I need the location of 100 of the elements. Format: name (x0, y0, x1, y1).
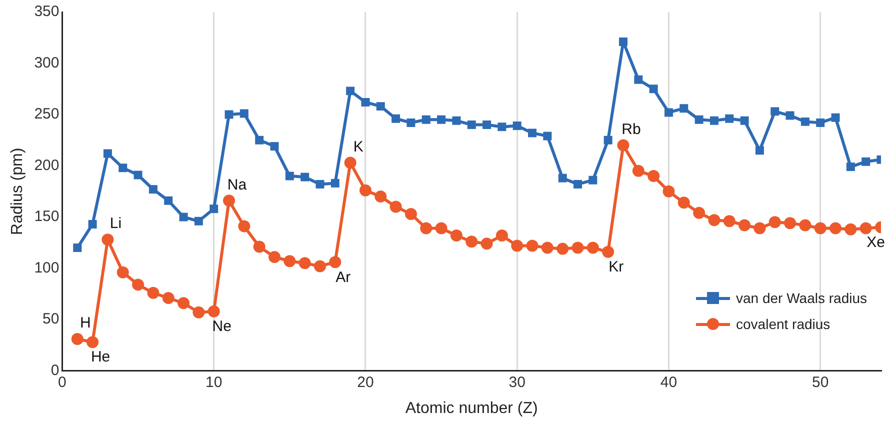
point (452, 116, 461, 125)
x-tick-label: 20 (357, 374, 374, 391)
annotation: H (80, 314, 91, 332)
point (223, 194, 236, 207)
point (224, 110, 234, 119)
point (556, 242, 569, 255)
point (648, 170, 660, 182)
y-tick-label: 200 (34, 156, 60, 174)
point (118, 164, 128, 172)
point (404, 208, 417, 220)
point (392, 114, 400, 123)
point (541, 242, 554, 254)
annotation: He (90, 348, 110, 366)
annotation: Rb (622, 120, 641, 138)
point (314, 260, 326, 272)
point (361, 98, 370, 106)
annotation: Na (227, 176, 248, 194)
point (466, 236, 478, 248)
point (316, 180, 324, 188)
point (480, 238, 493, 250)
point (710, 116, 718, 125)
point (285, 172, 294, 180)
point (359, 184, 372, 196)
point (816, 118, 825, 127)
x-tick-label: 10 (206, 374, 222, 391)
y-tick-label: 0 (50, 362, 60, 379)
point (210, 204, 218, 214)
point (208, 305, 220, 318)
point (88, 220, 97, 228)
point (693, 206, 706, 219)
point (830, 222, 842, 234)
point (102, 234, 114, 246)
point (680, 104, 688, 113)
point (376, 102, 385, 111)
point (786, 111, 794, 120)
point (738, 219, 751, 232)
point (511, 240, 524, 252)
point (238, 220, 250, 232)
annotation: Li (110, 215, 122, 232)
point (148, 185, 158, 194)
point (255, 136, 264, 144)
point (831, 113, 840, 122)
point (844, 223, 857, 236)
point (678, 196, 690, 209)
point (192, 306, 205, 318)
point (768, 216, 781, 228)
point (498, 122, 506, 132)
point (755, 146, 764, 155)
point (240, 109, 248, 118)
point (298, 257, 311, 270)
point (694, 115, 704, 124)
point (420, 222, 432, 234)
x-tick-label: 40 (660, 374, 678, 391)
point (574, 180, 582, 188)
annotation: Ne (212, 318, 232, 335)
point (784, 217, 796, 230)
legend-label: van der Waals radius (736, 290, 867, 306)
point (253, 240, 266, 253)
point (178, 297, 190, 310)
point (164, 196, 173, 205)
y-tick-label: 100 (34, 259, 60, 276)
point (862, 157, 870, 166)
point (482, 120, 492, 130)
point (330, 178, 340, 188)
point (770, 107, 780, 116)
point (134, 170, 142, 180)
point (588, 176, 598, 184)
point (270, 142, 279, 151)
point (634, 75, 643, 84)
point (329, 256, 342, 268)
point (649, 84, 658, 94)
point (618, 37, 628, 46)
point (344, 156, 356, 169)
point (71, 333, 84, 346)
point (664, 108, 673, 117)
point (543, 132, 552, 140)
point (435, 222, 448, 234)
annotation: Xe (866, 234, 886, 251)
point (846, 162, 855, 172)
point (740, 116, 749, 125)
point (162, 292, 174, 304)
point (602, 246, 614, 258)
point (147, 286, 160, 299)
x-tick-label: 50 (812, 374, 829, 391)
point (604, 136, 612, 144)
point (300, 172, 310, 182)
y-tick-label: 300 (34, 54, 60, 72)
point (723, 215, 736, 228)
point (799, 219, 812, 232)
point (725, 114, 734, 123)
point (800, 117, 810, 126)
y-tick-label: 50 (42, 310, 60, 328)
point (528, 128, 537, 138)
point (558, 174, 567, 182)
point (512, 122, 522, 130)
legend-label: covalent radius (736, 316, 830, 332)
y-axis-title: Radius (pm) (9, 148, 26, 235)
point (103, 149, 112, 158)
point (284, 255, 296, 268)
point (374, 190, 387, 203)
